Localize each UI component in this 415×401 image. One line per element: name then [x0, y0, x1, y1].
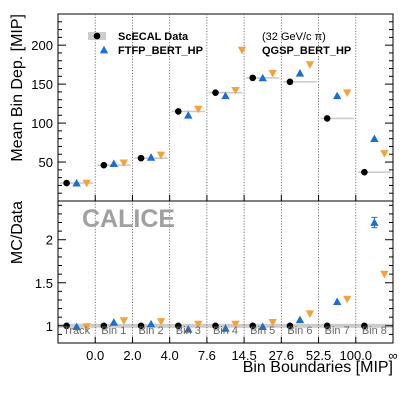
top-panel-frame [57, 13, 394, 202]
ratio-ftfp-point [258, 322, 267, 331]
bin-label: Bin 1 [101, 325, 126, 337]
ratio-ftfp-point [295, 315, 305, 324]
ratio-qgsp-point [194, 320, 203, 329]
x-axis-title: Bin Boundaries [MIP] [243, 359, 393, 376]
data-point [174, 108, 182, 115]
boundary-label: ∞ [388, 348, 397, 363]
data-point [212, 89, 219, 96]
ftfp-point [184, 111, 193, 119]
boundary-label: 27.6 [269, 348, 294, 363]
bin-label: Bin 4 [213, 325, 238, 337]
legend-data-marker [93, 32, 101, 40]
ftfp-point [295, 69, 305, 77]
ratio-qgsp-point [305, 310, 315, 318]
bin-label: Bin 6 [287, 325, 312, 337]
data-point [249, 74, 257, 82]
y-axis-title-bottom: MC/Data [9, 201, 26, 264]
ratio-data-point [323, 322, 331, 330]
ratio-qgsp-point [119, 317, 129, 325]
y-tick-label: 1 [46, 319, 53, 334]
ratio-ftfp-point [332, 297, 342, 306]
bin-label: Bin 7 [325, 325, 350, 337]
legend-label: ScECAL Data [118, 31, 189, 43]
ratio-qgsp-point [342, 295, 352, 304]
qgsp-point [194, 105, 203, 114]
ratio-qgsp-point [268, 318, 277, 327]
qgsp-point [119, 159, 129, 168]
qgsp-point [268, 69, 277, 78]
boundary-label: 4.0 [161, 348, 179, 363]
calice-watermark: CALICE [82, 205, 175, 233]
legend-label: QGSP_BERT_HP [262, 45, 351, 57]
ftfp-point [370, 134, 379, 143]
ratio-ftfp-point [221, 324, 230, 332]
qgsp-point [231, 86, 240, 95]
data-point [323, 115, 331, 122]
ftfp-point [332, 91, 342, 100]
ratio-qgsp-point [82, 323, 91, 331]
y-axis-title-top: Mean Bin Dep. [MIP] [9, 14, 26, 162]
ftfp-point [109, 159, 119, 167]
bin-label: Bin 2 [139, 325, 164, 337]
data-point [100, 161, 108, 169]
boundary-label: 0.0 [86, 348, 104, 363]
boundary-label: 100.0 [340, 348, 373, 363]
ratio-ftfp-point [184, 325, 193, 333]
ratio-data-point [212, 322, 219, 330]
legend-qgsp-marker [237, 46, 247, 55]
qgsp-point [156, 151, 166, 160]
ratio-ftfp-point [109, 318, 119, 326]
bin-label: Bin 5 [250, 325, 275, 337]
ftfp-point [72, 178, 81, 187]
y-tick-label: 150 [31, 77, 53, 92]
data-point [63, 179, 70, 187]
ftfp-point [258, 73, 267, 82]
legend-ftfp-marker [99, 45, 109, 54]
qgsp-point [342, 89, 352, 97]
data-point [361, 168, 368, 176]
ratio-qgsp-point [380, 270, 389, 279]
boundary-label: 2.0 [123, 348, 141, 363]
bin-label: Bin 8 [362, 325, 387, 337]
ratio-ftfp-point [146, 319, 156, 328]
legend-label: FTFP_BERT_HP [118, 45, 203, 57]
qgsp-point [305, 61, 315, 69]
ratio-data-point [361, 322, 368, 330]
ratio-qgsp-point [156, 318, 166, 326]
qgsp-point [380, 150, 389, 158]
y-tick-label: 100 [31, 116, 53, 131]
bottom-panel-frame [57, 200, 394, 344]
ratio-data-point [63, 322, 70, 330]
boundary-label: 14.5 [231, 348, 256, 363]
ftfp-point [221, 91, 230, 100]
y-tick-label: 1.5 [35, 276, 53, 291]
ratio-data-point [286, 322, 294, 330]
y-tick-label: 200 [31, 38, 53, 53]
bin-label: Bin 3 [176, 325, 201, 337]
ratio-qgsp-point [231, 320, 240, 329]
ratio-data-point [100, 322, 108, 330]
y-tick-label: 2 [46, 233, 53, 248]
data-point [137, 154, 145, 162]
ratio-data-point [137, 322, 145, 330]
y-tick-label: 50 [39, 155, 53, 170]
ratio-ftfp-point [72, 322, 81, 331]
ratio-data-point [174, 322, 182, 330]
boundary-label: 52.5 [306, 348, 331, 363]
qgsp-point [82, 179, 91, 188]
ftfp-point [146, 153, 156, 161]
boundary-label: 7.6 [198, 348, 216, 363]
ratio-data-point [249, 322, 257, 330]
bin-label: Track [63, 325, 91, 337]
data-point [286, 78, 294, 86]
legend-note: (32 GeV/c π) [262, 31, 326, 43]
